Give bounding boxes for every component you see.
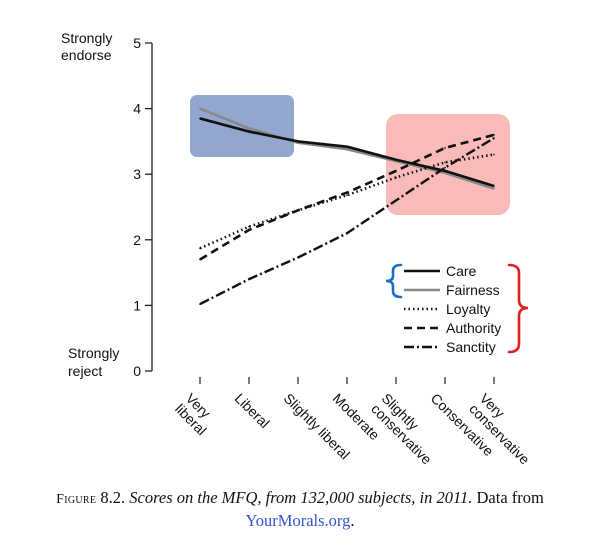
point-authority-3: [346, 192, 348, 194]
legend-label-care: Care: [446, 263, 477, 279]
point-care-6: [493, 185, 495, 187]
ylabel-bottom-line1: Strongly: [68, 345, 119, 361]
y-tick-label-3: 3: [133, 166, 141, 182]
left-brace: [386, 265, 401, 297]
point-sanctity-3: [346, 232, 348, 234]
legend-label-sanctity: Sanctity: [446, 339, 496, 355]
conservative-highlight: [386, 114, 510, 215]
point-fairness-3: [346, 148, 348, 150]
y-tick-label-4: 4: [133, 101, 141, 117]
right-brace: [509, 265, 528, 352]
point-sanctity-2: [297, 257, 299, 259]
point-sanctity-5: [444, 167, 446, 169]
caption-title: Scores on the MFQ, from 132,000 subjects…: [129, 488, 472, 507]
point-sanctity-1: [248, 278, 250, 280]
point-authority-5: [444, 147, 446, 149]
point-fairness-1: [248, 127, 250, 129]
point-care-0: [199, 118, 201, 120]
figure-caption: Figure 8.2. Scores on the MFQ, from 132,…: [20, 487, 580, 531]
point-care-5: [444, 170, 446, 172]
point-care-2: [297, 141, 299, 143]
x-tick-label-line: Liberal: [232, 390, 273, 431]
point-sanctity-0: [199, 303, 201, 305]
y-tick-label-0: 0: [133, 363, 141, 379]
point-loyalty-3: [346, 194, 348, 196]
legend: Care Fairness Loyalty Authority Sanctity: [404, 263, 501, 355]
caption-end: .: [350, 511, 354, 530]
caption-body: Data from: [477, 488, 544, 507]
legend-label-fairness: Fairness: [446, 282, 500, 298]
point-care-4: [395, 159, 397, 161]
ylabel-bottom-line2: reject: [68, 363, 102, 379]
point-authority-2: [297, 209, 299, 211]
point-loyalty-6: [493, 154, 495, 156]
point-fairness-6: [493, 188, 495, 190]
y-tick-label-1: 1: [133, 297, 141, 313]
point-loyalty-5: [444, 162, 446, 164]
point-authority-6: [493, 134, 495, 136]
ylabel-top-line1: Strongly: [61, 30, 112, 46]
point-loyalty-1: [248, 226, 250, 228]
y-tick-label-2: 2: [133, 232, 141, 248]
point-fairness-0: [199, 108, 201, 110]
legend-label-loyalty: Loyalty: [446, 301, 490, 317]
point-authority-1: [248, 229, 250, 231]
point-care-1: [248, 131, 250, 133]
caption-label: Figure: [56, 492, 96, 507]
point-care-3: [346, 146, 348, 148]
point-loyalty-0: [199, 248, 201, 250]
point-sanctity-6: [493, 137, 495, 139]
caption-link[interactable]: YourMorals.org: [246, 511, 351, 530]
y-ticks: 0 1 2 3 4 5: [133, 35, 152, 379]
highlight-boxes: [190, 95, 510, 215]
y-tick-label-5: 5: [133, 35, 141, 51]
point-loyalty-4: [395, 177, 397, 179]
point-authority-4: [395, 170, 397, 172]
x-tick-label-liberal: Liberal: [232, 390, 273, 431]
legend-label-authority: Authority: [446, 320, 501, 336]
point-sanctity-4: [395, 200, 397, 202]
ylabel-top-line2: endorse: [61, 47, 112, 63]
caption-number: 8.2.: [100, 488, 125, 507]
point-authority-0: [199, 259, 201, 261]
